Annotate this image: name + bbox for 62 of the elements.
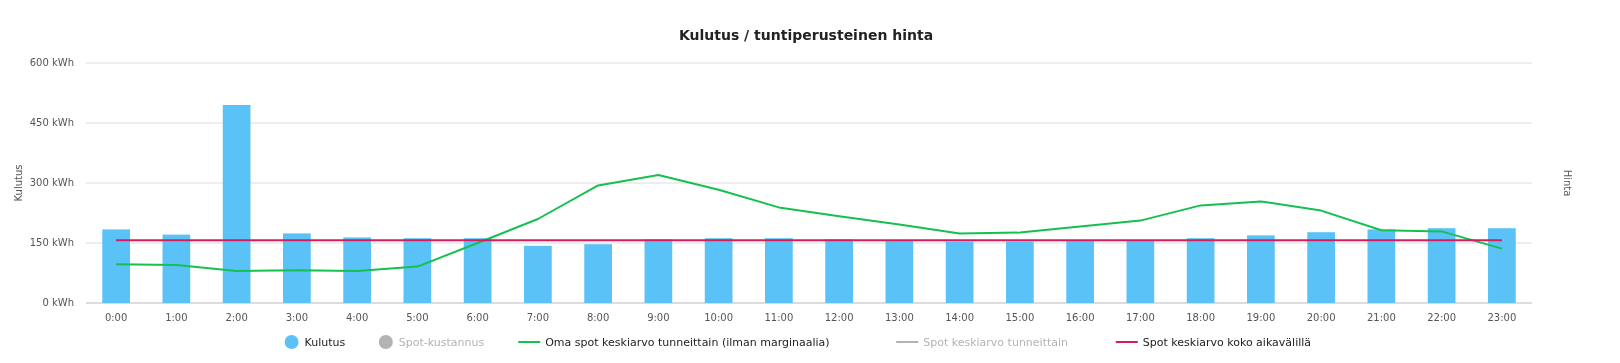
y2-axis-title: Hinta (1562, 169, 1573, 197)
y-axis-title: Kulutus (13, 164, 24, 202)
bar (644, 239, 673, 303)
x-tick-label: 8:00 (586, 312, 610, 323)
bar (1367, 229, 1396, 303)
x-tick-label: 4:00 (345, 312, 369, 323)
x-tick-label: 12:00 (824, 312, 854, 323)
y-tick-label: 600 kWh (29, 57, 74, 69)
bar (704, 238, 733, 303)
bar (403, 238, 432, 303)
x-tick-label: 16:00 (1065, 312, 1095, 323)
y-tick-label: 300 kWh (29, 177, 74, 189)
bar (222, 105, 251, 303)
x-tick-label: 15:00 (1005, 312, 1035, 323)
legend-label: Spot-kustannus (398, 336, 485, 349)
bar (162, 234, 191, 303)
bar (1488, 228, 1516, 303)
bar (1427, 228, 1456, 303)
bar (1006, 241, 1034, 303)
bar (1126, 240, 1155, 303)
bar (1307, 232, 1335, 303)
bar (283, 233, 311, 303)
chart-title: Kulutus / tuntiperusteinen hinta (678, 27, 934, 43)
y-tick-label: 0 kWh (42, 297, 74, 309)
x-tick-label: 5:00 (406, 312, 429, 323)
x-tick-label: 18:00 (1186, 312, 1216, 323)
bar (945, 241, 974, 303)
x-tick-label: 19:00 (1246, 312, 1276, 323)
y-tick-label: 150 kWh (29, 237, 74, 249)
x-tick-label: 22:00 (1427, 312, 1457, 323)
bar (102, 229, 130, 303)
x-tick-label: 11:00 (764, 312, 794, 323)
x-tick-label: 1:00 (165, 312, 188, 323)
bar (524, 245, 552, 303)
x-tick-label: 20:00 (1306, 312, 1336, 323)
x-tick-label: 9:00 (647, 312, 670, 323)
x-tick-label: 10:00 (704, 312, 734, 323)
x-tick-label: 17:00 (1125, 312, 1155, 323)
x-tick-label: 14:00 (945, 312, 975, 323)
bar (1186, 238, 1215, 303)
legend-label: Kulutus (304, 336, 346, 349)
x-tick-label: 21:00 (1366, 312, 1396, 323)
legend-label: Spot keskiarvo tunneittain (923, 336, 1069, 349)
x-tick-label: 0:00 (104, 312, 128, 323)
bar (1247, 235, 1275, 303)
x-tick-label: 23:00 (1487, 312, 1517, 323)
bar (584, 244, 612, 303)
bar (885, 241, 914, 303)
bar (343, 237, 371, 303)
legend-label: Oma spot keskiarvo tunneittain (ilman marginaalia) (545, 336, 830, 349)
legend-label: Spot keskiarvo koko aikavälillä (1142, 336, 1312, 349)
y-tick-label: 450 kWh (29, 117, 74, 129)
x-tick-label: 13:00 (884, 312, 914, 323)
x-tick-label: 6:00 (466, 312, 489, 323)
bar (1066, 240, 1094, 303)
bar (463, 238, 492, 303)
x-tick-label: 3:00 (285, 312, 309, 323)
bar (765, 238, 793, 303)
x-tick-label: 7:00 (526, 312, 550, 323)
x-tick-label: 2:00 (225, 312, 248, 323)
line-series (115, 174, 1503, 272)
bar (825, 239, 853, 303)
